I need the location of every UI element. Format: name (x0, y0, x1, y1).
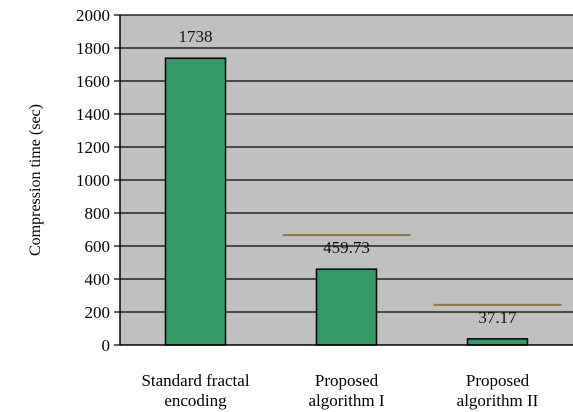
data-label: 1738 (179, 27, 213, 46)
x-category-label: algorithm II (457, 391, 539, 410)
data-label: 37.17 (478, 308, 517, 327)
bars (164, 57, 529, 346)
y-tick-label: 0 (102, 336, 111, 355)
data-label: 459.73 (323, 238, 370, 257)
y-tick-label: 200 (85, 303, 111, 322)
y-tick-label: 1200 (76, 138, 110, 157)
y-tick-label: 800 (85, 204, 111, 223)
bar (315, 268, 378, 346)
bar (466, 338, 529, 346)
y-tick-label: 1400 (76, 105, 110, 124)
x-category-label: algorithm I (308, 391, 384, 410)
y-axis-label: Compression time (sec) (27, 104, 44, 256)
bar (164, 57, 227, 346)
y-axis-ticks: 0 200 400 600 800 1000 1200 1400 1600 1800 2000 (76, 6, 120, 355)
y-tick-label: 600 (85, 237, 111, 256)
y-tick-label: 400 (85, 270, 111, 289)
y-tick-label: 2000 (76, 6, 110, 25)
y-tick-label: 1000 (76, 171, 110, 190)
x-axis-categories: Standard fractalencodingProposedalgorith… (141, 371, 538, 410)
y-tick-label: 1800 (76, 39, 110, 58)
x-category-label: Proposed (315, 371, 379, 390)
data-labels: 1738 459.73 37.17 (179, 27, 562, 327)
y-tick-label: 1600 (76, 72, 110, 91)
x-category-label: Proposed (466, 371, 530, 390)
x-category-label: encoding (164, 391, 227, 410)
x-category-label: Standard fractal (141, 371, 249, 390)
